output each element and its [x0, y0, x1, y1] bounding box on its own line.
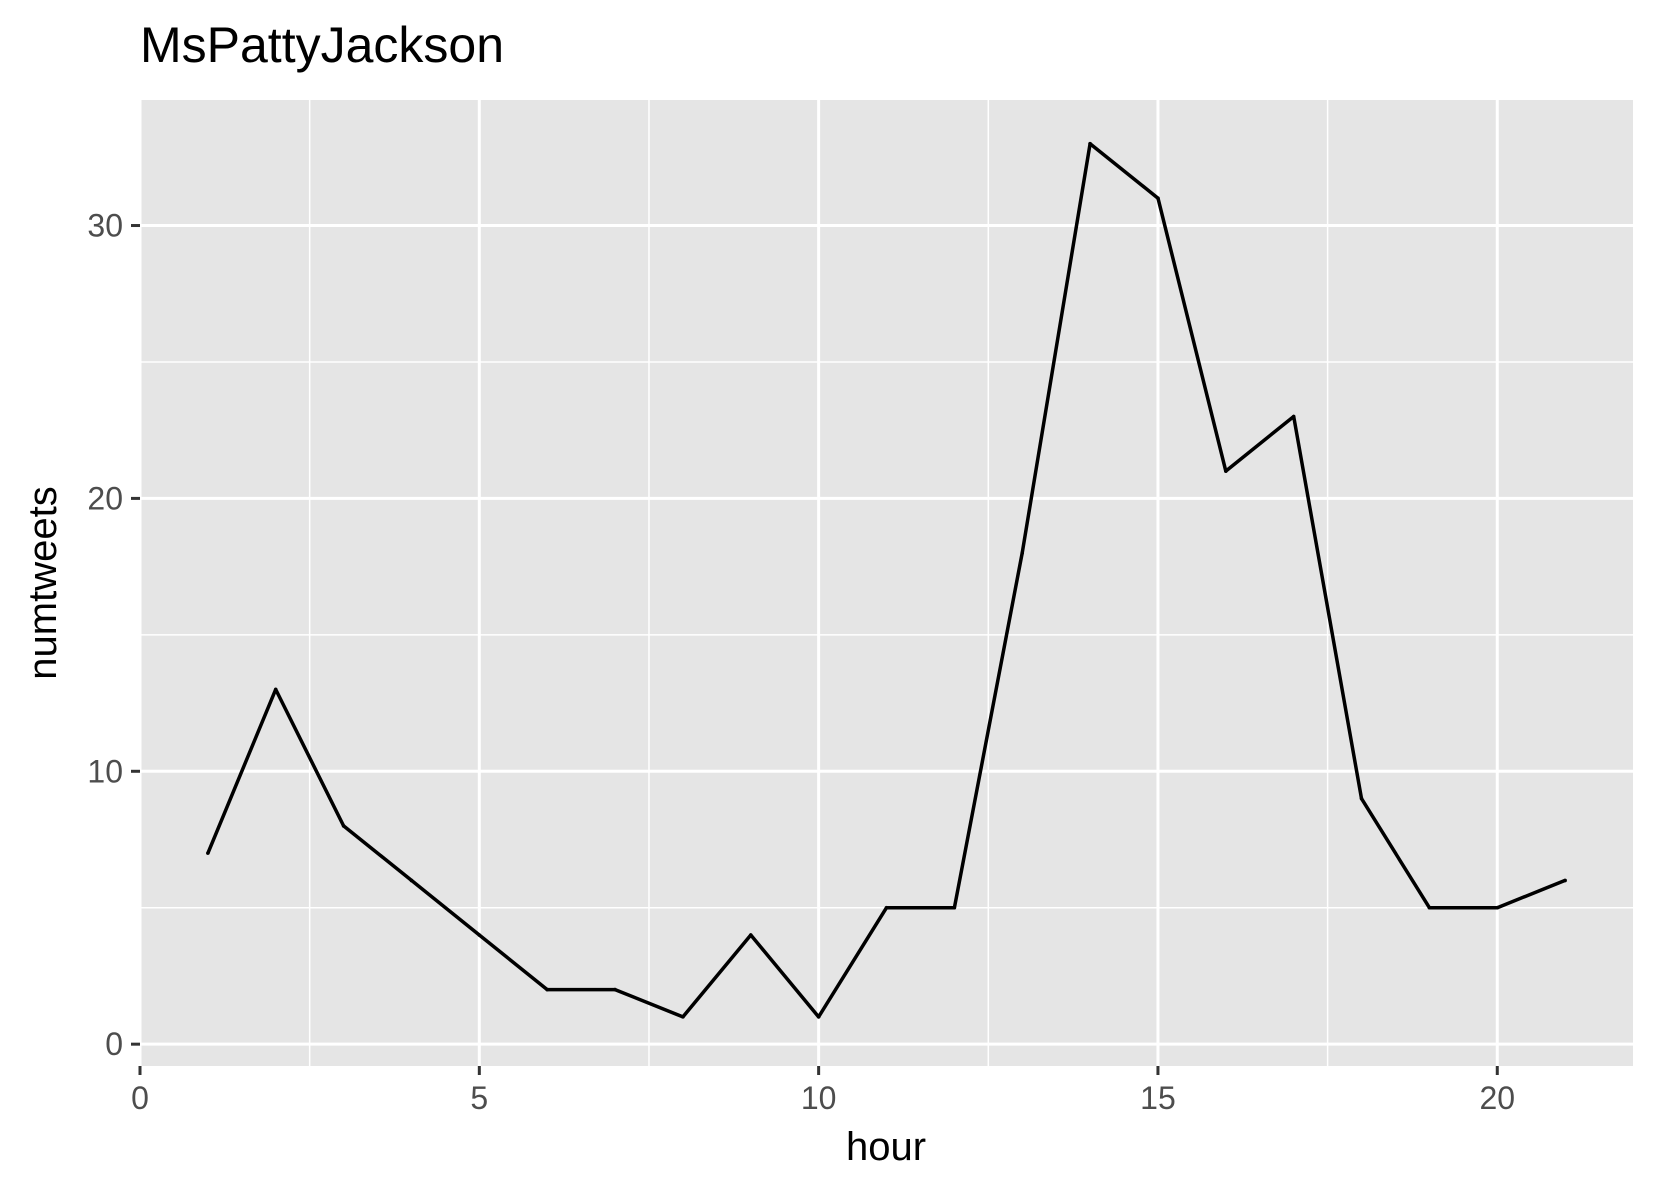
y-tick-label: 10 — [87, 753, 123, 789]
data-point — [1224, 469, 1228, 473]
data-point — [1020, 551, 1025, 555]
x-tick-label: 15 — [1140, 1080, 1176, 1116]
data-point — [206, 851, 210, 855]
data-point — [816, 1015, 821, 1019]
data-point — [613, 987, 617, 992]
tick-labels: 0 5 10 15 20 0 10 20 30 — [87, 208, 1515, 1116]
data-point — [884, 905, 889, 910]
chart-title: MsPattyJackson — [140, 17, 504, 73]
major-gridlines — [138, 100, 1633, 1066]
data-point — [273, 687, 278, 692]
data-point — [409, 878, 414, 883]
axis-ticks — [131, 224, 1499, 1075]
data-point — [748, 933, 753, 937]
data-point — [1156, 196, 1160, 201]
series-layer — [206, 141, 1567, 1019]
x-tick-label: 5 — [470, 1080, 488, 1116]
data-point — [477, 933, 482, 937]
data-point — [952, 905, 957, 910]
data-point — [1088, 141, 1092, 146]
data-point — [1427, 905, 1432, 910]
data-point — [341, 824, 346, 828]
data-point — [545, 987, 549, 992]
x-tick-label: 0 — [131, 1080, 149, 1116]
plot-panel — [140, 100, 1633, 1066]
data-point — [1563, 878, 1567, 883]
y-tick-label: 20 — [87, 480, 123, 516]
y-tick-label: 30 — [87, 208, 123, 244]
y-tick-label: 0 — [105, 1026, 123, 1062]
x-axis-title: hour — [846, 1125, 926, 1169]
y-axis-title: numtweets — [21, 486, 65, 679]
data-point — [681, 1015, 685, 1019]
data-point — [1291, 414, 1296, 419]
x-tick-label: 10 — [801, 1080, 837, 1116]
x-tick-label: 20 — [1479, 1080, 1515, 1116]
data-point — [1359, 796, 1364, 801]
data-point — [1495, 905, 1500, 910]
